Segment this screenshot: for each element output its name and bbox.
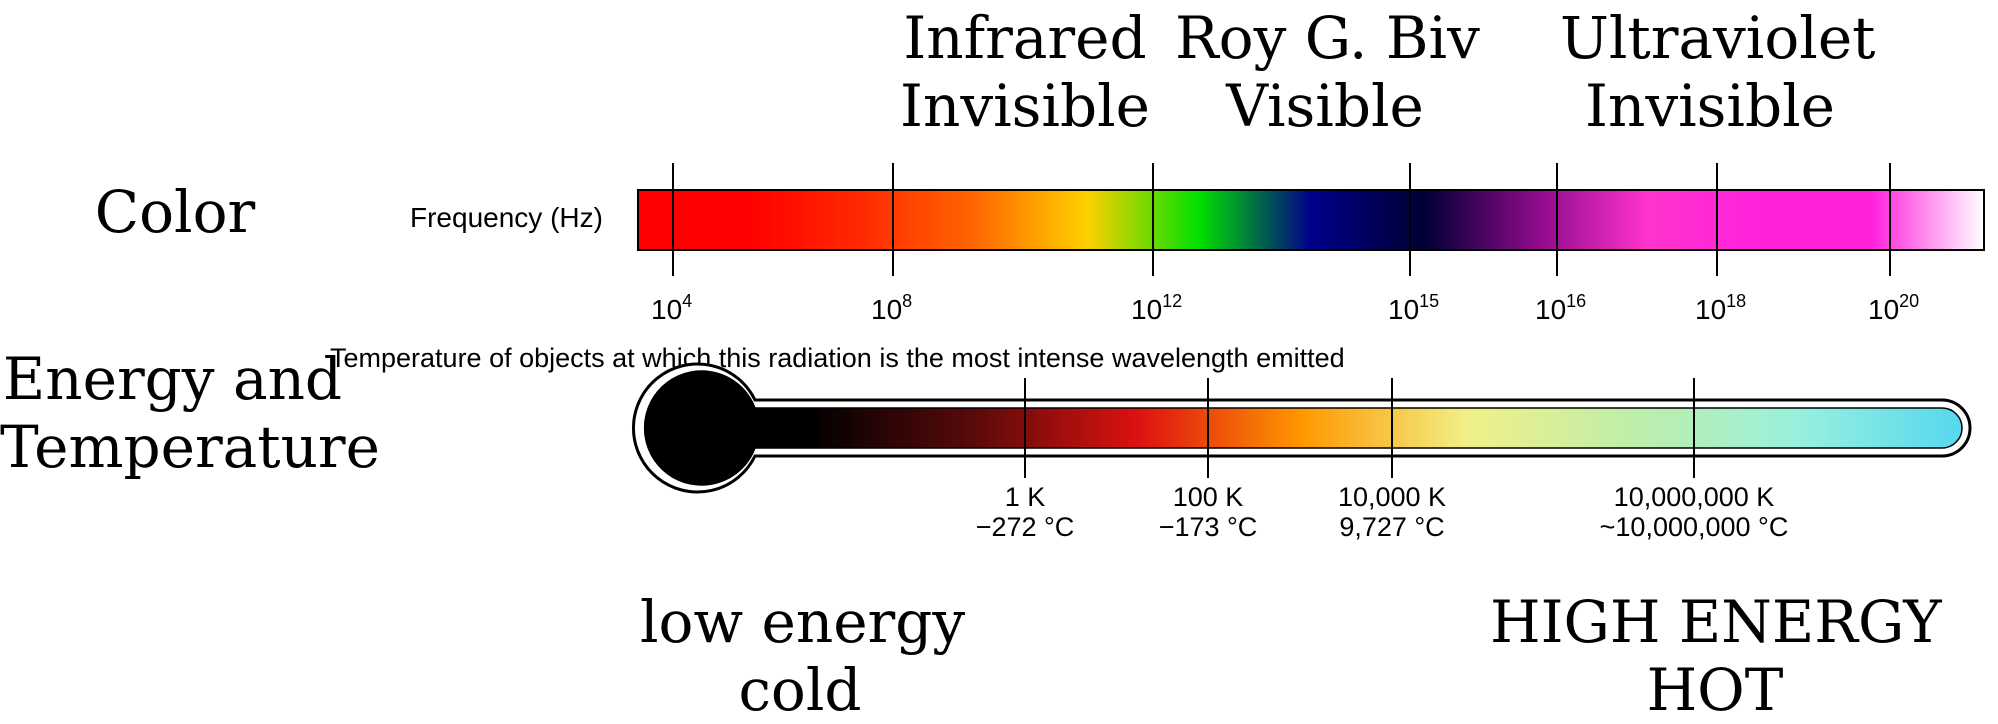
temperature-description: Temperature of objects at which this rad… [330, 340, 1345, 377]
region-visible: Roy G. Biv Visible [1175, 4, 1480, 140]
frequency-ticks: 104 108 1012 1015 1016 1018 1020 [651, 163, 1919, 325]
region-ultraviolet: Ultraviolet Invisible [1560, 4, 1876, 140]
row-label-color: Color [40, 178, 310, 246]
frequency-tick-label: 1018 [1695, 291, 1746, 325]
energy-high-line1: HIGH ENERGY [1490, 588, 1942, 656]
region-infrared-visibility: Invisible [900, 72, 1150, 140]
region-visible-visibility: Visible [1226, 72, 1424, 140]
region-visible-name: Roy G. Biv [1175, 4, 1480, 72]
region-ultraviolet-visibility: Invisible [1585, 72, 1835, 140]
region-infrared-name: Infrared [903, 4, 1147, 72]
frequency-tick-label: 1015 [1388, 291, 1439, 325]
temperature-tick-celsius: ~10,000,000 °C [1600, 512, 1789, 542]
row-label-energy-line2: Temperature [0, 413, 380, 481]
row-label-color-text: Color [94, 178, 256, 246]
frequency-tick-label: 1020 [1868, 291, 1919, 325]
frequency-tick-label: 108 [871, 291, 912, 325]
temperature-ticks: 1 K−272 °C 100 K−173 °C 10,000 K9,727 °C 10… [976, 378, 1789, 542]
region-ultraviolet-name: Ultraviolet [1560, 4, 1876, 72]
frequency-tick-label: 1016 [1535, 291, 1586, 325]
region-infrared: Infrared Invisible [890, 4, 1160, 140]
energy-high: HIGH ENERGY HOT [1490, 588, 1942, 724]
temperature-tick-kelvin: 10,000,000 K [1614, 482, 1775, 512]
frequency-tick-label: 1012 [1131, 291, 1182, 325]
temperature-tick-celsius: −173 °C [1159, 512, 1258, 542]
thermometer-bulb [644, 372, 756, 484]
temperature-tick-celsius: −272 °C [976, 512, 1075, 542]
row-label-energy: Energy and Temperature [0, 345, 380, 481]
frequency-tick-label: 104 [651, 291, 692, 325]
frequency-spectrum-bar [637, 189, 1985, 251]
temperature-description-line: Temperature of [330, 343, 512, 373]
temperature-tick-celsius: 9,727 °C [1339, 512, 1444, 542]
thermometer-fill [643, 370, 1963, 486]
frequency-axis-label: Frequency (Hz) [410, 202, 603, 233]
temperature-tick-kelvin: 1 K [1005, 482, 1046, 512]
temperature-description-line: this radiation is the [718, 343, 944, 373]
temperature-description-line: most intense [951, 343, 1105, 373]
temperature-description-line: wavelength emitted [1111, 343, 1345, 373]
row-label-energy-line1: Energy and [2, 345, 343, 413]
temperature-tick-kelvin: 100 K [1173, 482, 1244, 512]
energy-low-line1: low energy [640, 588, 966, 656]
temperature-tick-kelvin: 10,000 K [1338, 482, 1446, 512]
energy-low: low energy cold [640, 588, 966, 724]
